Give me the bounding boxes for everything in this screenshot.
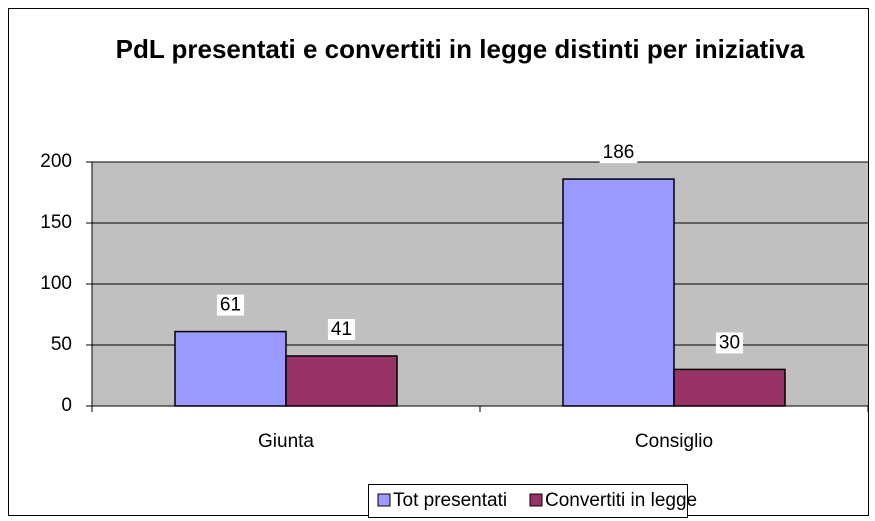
data-label: 30 (719, 332, 740, 353)
legend-label: Convertiti in legge (545, 490, 697, 511)
y-tick-label: 200 (40, 151, 72, 172)
data-label-bg (599, 142, 638, 164)
x-tick-label: Giunta (258, 431, 314, 452)
chart-title: PdL presentati e convertiti in legge dis… (115, 34, 805, 64)
legend-swatch (529, 493, 543, 507)
x-tick-label: Consiglio (635, 431, 713, 452)
data-label: 61 (220, 295, 241, 316)
legend-box (368, 484, 688, 518)
bar (285, 355, 398, 407)
data-label-bg (715, 332, 744, 354)
bar (673, 368, 786, 407)
bar (562, 178, 675, 407)
y-tick-label: 0 (61, 395, 72, 416)
data-label-bg (327, 318, 356, 340)
data-label-bg (216, 294, 245, 316)
data-label: 186 (603, 142, 635, 163)
bar (174, 330, 287, 407)
y-tick-label: 150 (40, 212, 72, 233)
y-tick-label: 50 (51, 334, 72, 355)
data-label: 41 (331, 319, 352, 340)
legend-label: Tot presentati (393, 490, 507, 511)
legend-swatch (377, 493, 391, 507)
y-tick-label: 100 (40, 273, 72, 294)
